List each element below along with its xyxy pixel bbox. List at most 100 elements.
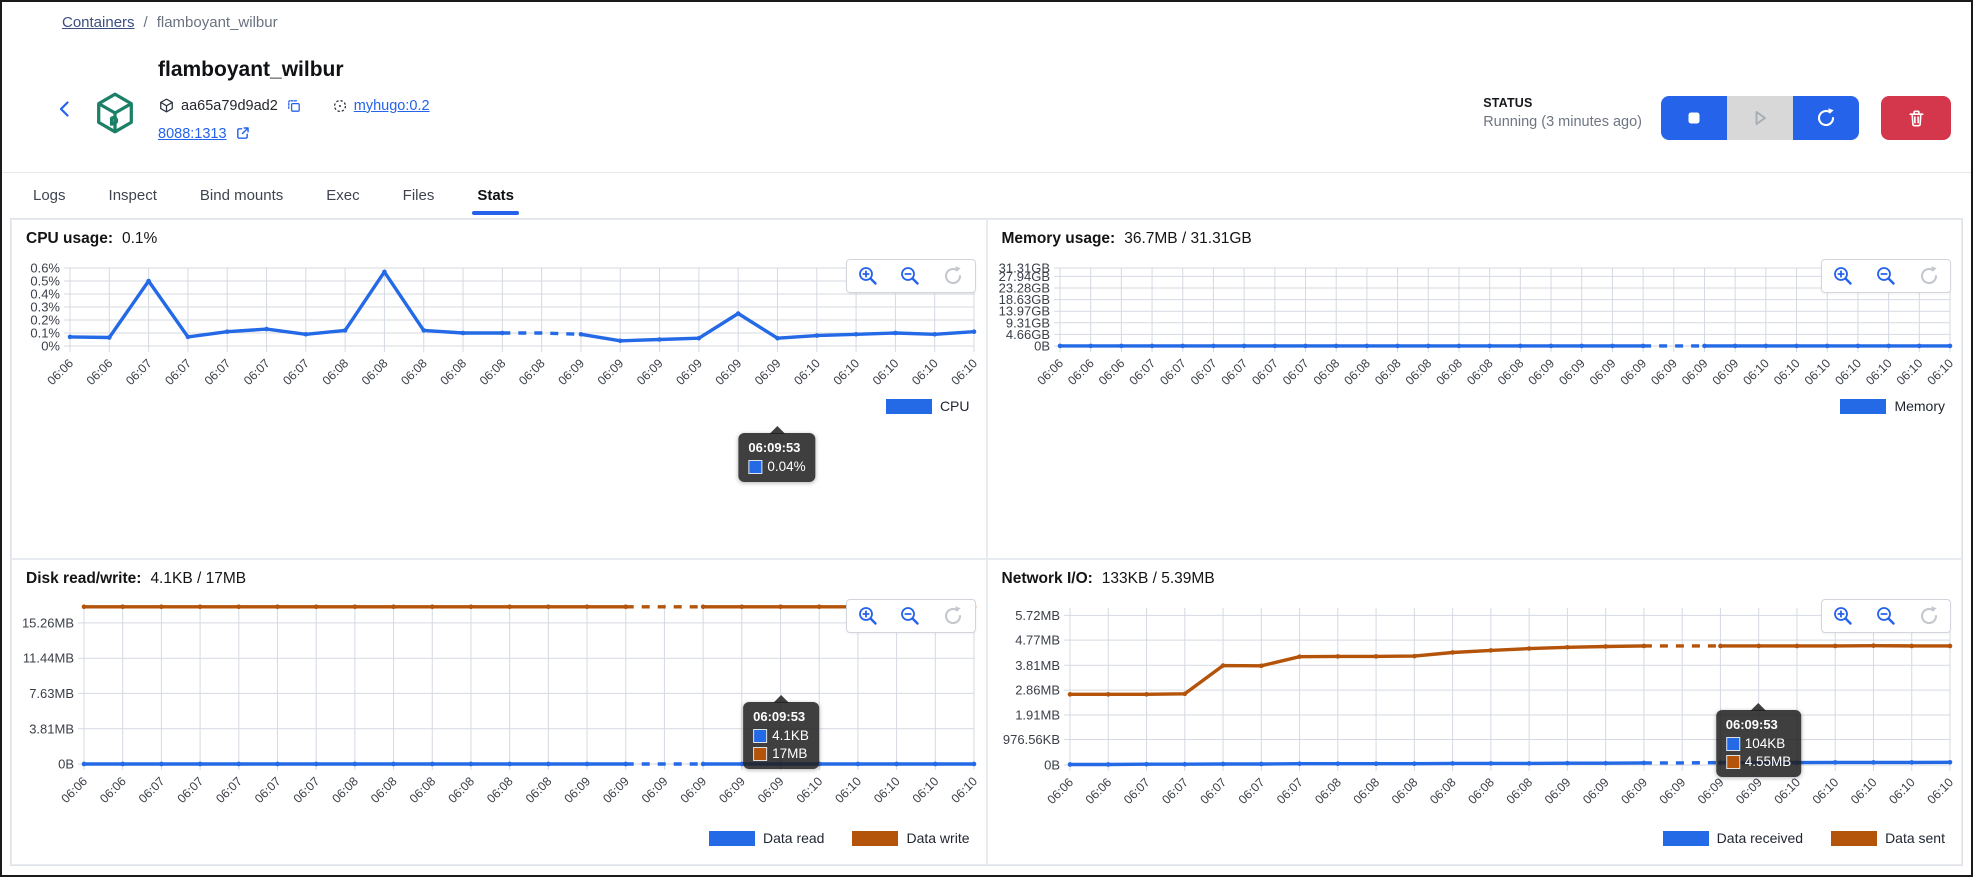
status-label: STATUS — [1483, 96, 1533, 110]
tab-bind-mounts[interactable]: Bind mounts — [199, 187, 284, 204]
svg-text:06:09: 06:09 — [1586, 356, 1618, 388]
chart-zoom-controls — [845, 259, 976, 293]
svg-text:0.5%: 0.5% — [30, 274, 60, 289]
port-link[interactable]: 8088:1313 — [158, 125, 227, 142]
svg-text:06:10: 06:10 — [1801, 356, 1833, 388]
zoom-in-button[interactable] — [1830, 603, 1856, 629]
legend-swatch — [852, 830, 899, 846]
breadcrumb-containers-link[interactable]: Containers — [62, 13, 135, 31]
svg-text:06:08: 06:08 — [1503, 775, 1535, 807]
image-link[interactable]: myhugo:0.2 — [353, 97, 430, 114]
stop-button[interactable] — [1661, 96, 1727, 140]
container-meta-row: aa65a79d9ad2 myhugo:0.2 — [158, 97, 430, 114]
svg-text:06:06: 06:06 — [1044, 775, 1076, 807]
svg-text:06:10: 06:10 — [870, 356, 902, 388]
tooltip-value-row: 17MB — [753, 746, 809, 761]
chart-tooltip: 06:09:53 0.04% — [738, 426, 816, 482]
svg-text:06:08: 06:08 — [1402, 356, 1434, 388]
svg-text:06:09: 06:09 — [1656, 775, 1688, 807]
svg-text:0B: 0B — [1034, 339, 1050, 354]
zoom-out-button[interactable] — [897, 603, 923, 629]
tab-exec[interactable]: Exec — [326, 187, 360, 204]
magnifier-minus-icon — [901, 607, 920, 625]
tab-logs[interactable]: Logs — [33, 187, 66, 204]
svg-text:06:08: 06:08 — [1494, 356, 1526, 388]
svg-text:0B: 0B — [58, 757, 74, 772]
zoom-out-button[interactable] — [1873, 603, 1899, 629]
svg-text:06:07: 06:07 — [213, 774, 245, 806]
zoom-reset-button[interactable] — [940, 263, 966, 289]
zoom-reset-button[interactable] — [940, 603, 966, 629]
svg-text:15.26MB: 15.26MB — [22, 615, 74, 630]
cpu-chart-plot[interactable]: 0.6% 0.5% 0.4% 0.3% 0.2% 0.1% 0% 06:06 06:06 06:0… — [12, 220, 986, 558]
chart-title: Network I/O: — [1001, 570, 1093, 587]
magnifier-plus-icon — [1834, 607, 1853, 625]
zoom-in-button[interactable] — [1830, 263, 1856, 289]
chart-legend: Data received Data sent — [1662, 830, 1945, 846]
restart-button[interactable] — [1793, 96, 1859, 140]
svg-text:06:08: 06:08 — [1433, 356, 1465, 388]
memory-chart-plot[interactable]: 31.31GB 27.94GB 23.28GB 18.63GB 13.97GB 9.31G… — [988, 220, 1962, 558]
tab-files[interactable]: Files — [402, 187, 435, 204]
svg-text:06:09: 06:09 — [1525, 356, 1557, 388]
svg-text:06:09: 06:09 — [1733, 775, 1765, 807]
svg-text:06:07: 06:07 — [175, 774, 207, 806]
copy-icon[interactable] — [286, 98, 302, 114]
svg-text:06:07: 06:07 — [291, 774, 323, 806]
magnifier-minus-icon — [1877, 267, 1895, 285]
svg-text:06:09: 06:09 — [1678, 356, 1710, 388]
svg-text:06:09: 06:09 — [600, 774, 632, 806]
reset-icon — [1920, 606, 1937, 625]
legend-item: Data received — [1662, 830, 1803, 846]
svg-text:06:10: 06:10 — [910, 774, 942, 806]
svg-text:1.91MB: 1.91MB — [1015, 708, 1060, 723]
svg-text:06:09: 06:09 — [1618, 775, 1650, 807]
svg-text:18.63GB: 18.63GB — [998, 292, 1049, 307]
zoom-reset-button[interactable] — [1916, 263, 1942, 289]
svg-text:2.86MB: 2.86MB — [1015, 683, 1060, 698]
zoom-in-button[interactable] — [855, 263, 881, 289]
svg-text:06:07: 06:07 — [1249, 356, 1281, 388]
chart-legend: Memory — [1840, 398, 1945, 414]
svg-text:06:10: 06:10 — [1863, 356, 1895, 388]
disk-chart-plot[interactable]: 15.26MB 11.44MB 7.63MB 3.81MB 0B 06:06 06:06 06… — [12, 560, 986, 864]
tab-inspect[interactable]: Inspect — [108, 187, 157, 204]
external-link-icon[interactable] — [234, 125, 251, 142]
page-title: flamboyant_wilbur — [158, 58, 344, 81]
tab-stats[interactable]: Stats — [472, 181, 519, 215]
start-button[interactable] — [1727, 96, 1793, 140]
tooltip-value-row: 4.55MB — [1725, 754, 1791, 769]
container-cube-icon — [92, 90, 138, 136]
svg-text:06:10: 06:10 — [1740, 356, 1772, 388]
container-header: flamboyant_wilbur aa65a79d9ad2 myhugo:0.… — [2, 42, 1971, 172]
svg-text:06:10: 06:10 — [831, 356, 863, 388]
zoom-in-button[interactable] — [855, 603, 881, 629]
svg-text:0.3%: 0.3% — [30, 300, 60, 315]
breadcrumb: Containers / flamboyant_wilbur — [2, 2, 1971, 42]
svg-text:06:07: 06:07 — [202, 356, 234, 388]
zoom-out-button[interactable] — [897, 263, 923, 289]
reset-icon — [945, 606, 962, 625]
svg-text:06:10: 06:10 — [1847, 775, 1879, 807]
zoom-reset-button[interactable] — [1916, 603, 1942, 629]
legend-item: Data read — [708, 830, 824, 846]
svg-text:06:09: 06:09 — [1617, 356, 1649, 388]
delete-button[interactable] — [1881, 96, 1951, 140]
svg-text:06:10: 06:10 — [1893, 356, 1925, 388]
svg-text:06:08: 06:08 — [445, 774, 477, 806]
svg-text:06:09: 06:09 — [752, 356, 784, 388]
svg-text:9.31GB: 9.31GB — [1005, 315, 1049, 330]
legend-swatch — [1662, 830, 1709, 846]
chart-title-row: CPU usage: 0.1% — [26, 230, 157, 248]
svg-text:06:07: 06:07 — [280, 356, 312, 388]
zoom-out-button[interactable] — [1873, 263, 1899, 289]
svg-text:0.2%: 0.2% — [30, 313, 60, 328]
breadcrumb-separator: / — [143, 13, 148, 31]
tabs-bar: Logs Inspect Bind mounts Exec Files Stats — [2, 172, 1971, 218]
svg-text:06:10: 06:10 — [832, 774, 864, 806]
network-chart-plot[interactable]: 5.72MB 4.77MB 3.81MB 2.86MB 1.91MB 976.56KB 0B… — [988, 560, 1962, 864]
network-chart-svg: 5.72MB 4.77MB 3.81MB 2.86MB 1.91MB 976.56KB 0B… — [1002, 608, 1955, 807]
tooltip-time: 06:09:53 — [1725, 717, 1778, 732]
back-button[interactable] — [54, 98, 76, 120]
